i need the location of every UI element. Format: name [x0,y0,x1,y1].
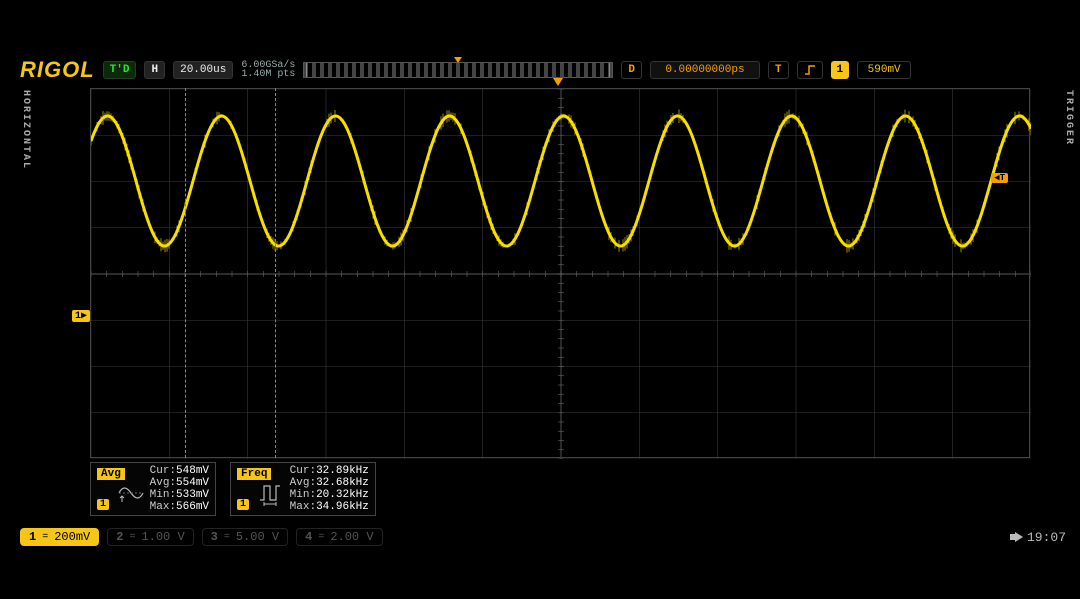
top-bar: RIGOL T'D H 20.00us 6.00GSa/s1.40M pts D… [20,60,1072,80]
measurement-freq-title: Freq [237,468,271,480]
trigger-section-label: TRIGGER [1063,90,1074,146]
waveform-display[interactable] [90,88,1030,458]
trigger-edge-icon [797,61,823,79]
memory-depth-bar [303,62,613,78]
horizontal-label: H [144,61,165,79]
pulse-freq-icon [258,480,284,506]
channel-number: 1 [29,530,36,544]
trigger-source-badge[interactable]: 1 [831,61,850,79]
trigger-label: T [768,61,789,79]
channel-scale: 1.00 V [141,530,184,544]
measurement-avg-channel-badge: 1 [97,499,109,510]
channel-bar: 1 = 200mV 2 = 1.00 V 3 = 5.00 V 4 = 2.00 V 19:07 [20,527,1066,547]
cursor-line-b[interactable] [275,88,276,458]
delay-readout[interactable]: 0.00000000ps [650,61,760,79]
speaker-icon [1015,532,1023,542]
coupling-icon: = [318,532,324,543]
sample-rate-readout: 6.00GSa/s1.40M pts [241,61,295,79]
timebase-readout[interactable]: 20.00us [173,61,233,79]
channel-scale: 2.00 V [330,530,373,544]
sine-avg-icon [118,480,144,506]
oscilloscope-screen: RIGOL T'D H 20.00us 6.00GSa/s1.40M pts D… [0,0,1080,599]
waveform-svg [91,89,1031,459]
brand-logo: RIGOL [20,57,95,83]
trigger-top-marker-icon [553,78,563,86]
horizontal-section-label: HORIZONTAL [20,90,31,170]
channel1-ground-marker: 1▶ [72,310,90,322]
channel-number: 3 [211,530,218,544]
measurement-freq-channel-badge: 1 [237,499,249,510]
delay-label: D [621,61,642,79]
channel-4-button[interactable]: 4 = 2.00 V [296,528,382,546]
measurement-freq-values: Cur:32.89kHz Avg:32.68kHz Min:20.32kHz M… [290,465,369,513]
measurement-avg-values: Cur:548mV Avg:554mV Min:533mV Max:566mV [150,465,209,513]
trigger-level-marker: ◀T [991,173,1008,183]
channel-number: 2 [116,530,123,544]
run-state-indicator: T'D [103,61,137,79]
measurement-avg[interactable]: Avg 1 Cur:548mV Avg:554mV Min:533mV Max:… [90,462,216,516]
trigger-position-marker-icon [454,57,462,63]
coupling-icon: = [224,532,230,543]
coupling-icon: = [129,532,135,543]
channel-scale: 5.00 V [236,530,279,544]
channel-1-button[interactable]: 1 = 200mV [20,528,99,546]
cursor-line-a[interactable] [185,88,186,458]
measurement-freq[interactable]: Freq 1 Cur:32.89kHz Avg:32.68kHz Min:20.… [230,462,376,516]
measurement-row: Avg 1 Cur:548mV Avg:554mV Min:533mV Max:… [90,462,376,516]
channel-scale: 200mV [54,530,90,544]
trigger-level-readout[interactable]: 590mV [857,61,911,79]
coupling-icon: = [42,532,48,543]
channel-2-button[interactable]: 2 = 1.00 V [107,528,193,546]
channel-number: 4 [305,530,312,544]
measurement-avg-title: Avg [97,468,125,480]
clock-readout: 19:07 [1015,530,1066,545]
channel-3-button[interactable]: 3 = 5.00 V [202,528,288,546]
